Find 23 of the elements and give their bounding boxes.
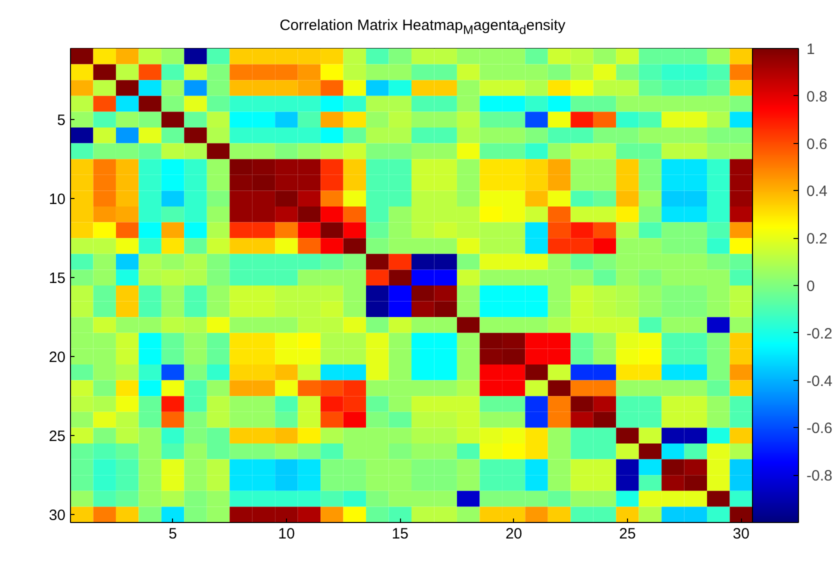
x-tick-label: 10 xyxy=(278,526,295,542)
color-bar-label: 0.8 xyxy=(806,88,828,106)
color-bar-label: -0.4 xyxy=(806,372,832,390)
x-tick-label: 20 xyxy=(505,526,522,542)
y-tick-label: 30 xyxy=(48,507,66,524)
color-bar-label: -0.2 xyxy=(806,325,832,342)
color-bar-label: -0.8 xyxy=(806,468,832,485)
y-tick-label: 5 xyxy=(57,112,66,130)
y-tick-label: 15 xyxy=(48,270,66,288)
color-bar-label: 0.2 xyxy=(806,230,828,248)
y-tick-label: 20 xyxy=(48,349,66,366)
y-tick-label: 10 xyxy=(48,191,66,208)
y-tick-label: 25 xyxy=(48,428,66,446)
color-bar-label: 1 xyxy=(806,41,815,58)
color-bar-label: 0.4 xyxy=(806,183,828,200)
x-tick-label: 5 xyxy=(168,526,177,542)
x-tick-label: 30 xyxy=(732,526,750,542)
color-bar-label: -0.6 xyxy=(806,420,832,438)
color-bar-label: 0.6 xyxy=(806,136,828,153)
x-tick-label: 25 xyxy=(619,526,636,542)
color-bar-label: 0 xyxy=(806,278,815,295)
x-tick-label: 15 xyxy=(392,526,408,542)
chart-title: Correlation Matrix Heatmap$_{M}$agenta$_{d}$ensity xyxy=(280,16,566,39)
